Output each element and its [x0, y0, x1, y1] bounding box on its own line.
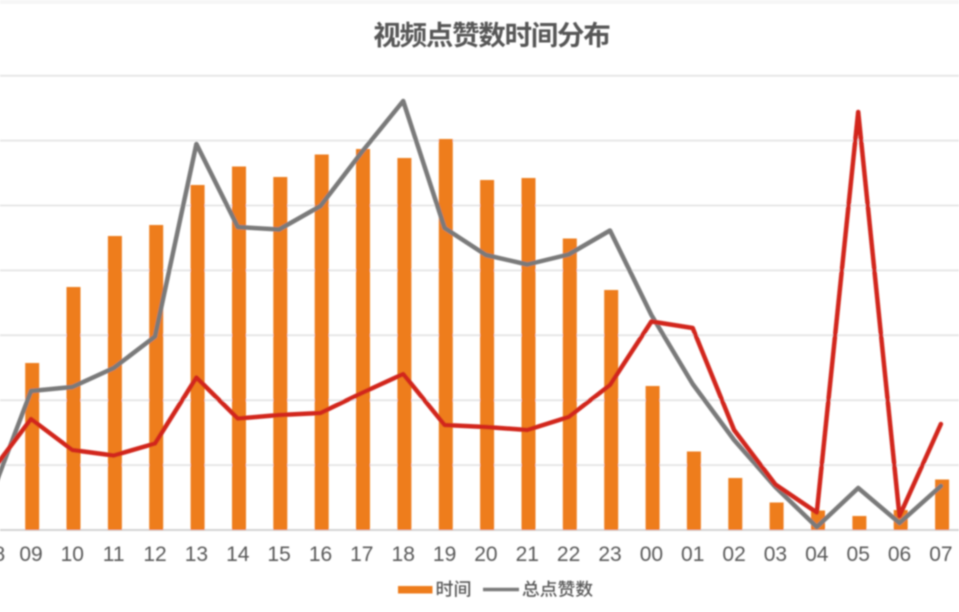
svg-text:01: 01	[681, 543, 704, 566]
svg-text:11: 11	[103, 543, 125, 566]
svg-text:19: 19	[433, 543, 456, 566]
svg-text:14: 14	[226, 543, 250, 566]
svg-text:20: 20	[474, 543, 497, 566]
svg-text:21: 21	[516, 543, 539, 566]
svg-text:15: 15	[267, 543, 290, 566]
svg-text:04: 04	[805, 543, 829, 566]
svg-text:03: 03	[764, 543, 787, 566]
svg-text:08: 08	[0, 543, 5, 566]
svg-text:07: 07	[929, 543, 952, 566]
svg-text:22: 22	[557, 543, 580, 566]
svg-text:02: 02	[722, 543, 745, 566]
svg-text:00: 00	[640, 543, 663, 566]
svg-text:12: 12	[143, 543, 166, 566]
svg-text:18: 18	[392, 543, 415, 566]
svg-text:09: 09	[19, 543, 42, 566]
svg-text:05: 05	[847, 543, 870, 566]
svg-text:17: 17	[350, 543, 373, 566]
svg-text:23: 23	[598, 543, 621, 566]
svg-text:16: 16	[309, 543, 332, 566]
svg-text:06: 06	[888, 543, 911, 566]
svg-text:13: 13	[185, 543, 208, 566]
svg-text:10: 10	[61, 543, 84, 566]
